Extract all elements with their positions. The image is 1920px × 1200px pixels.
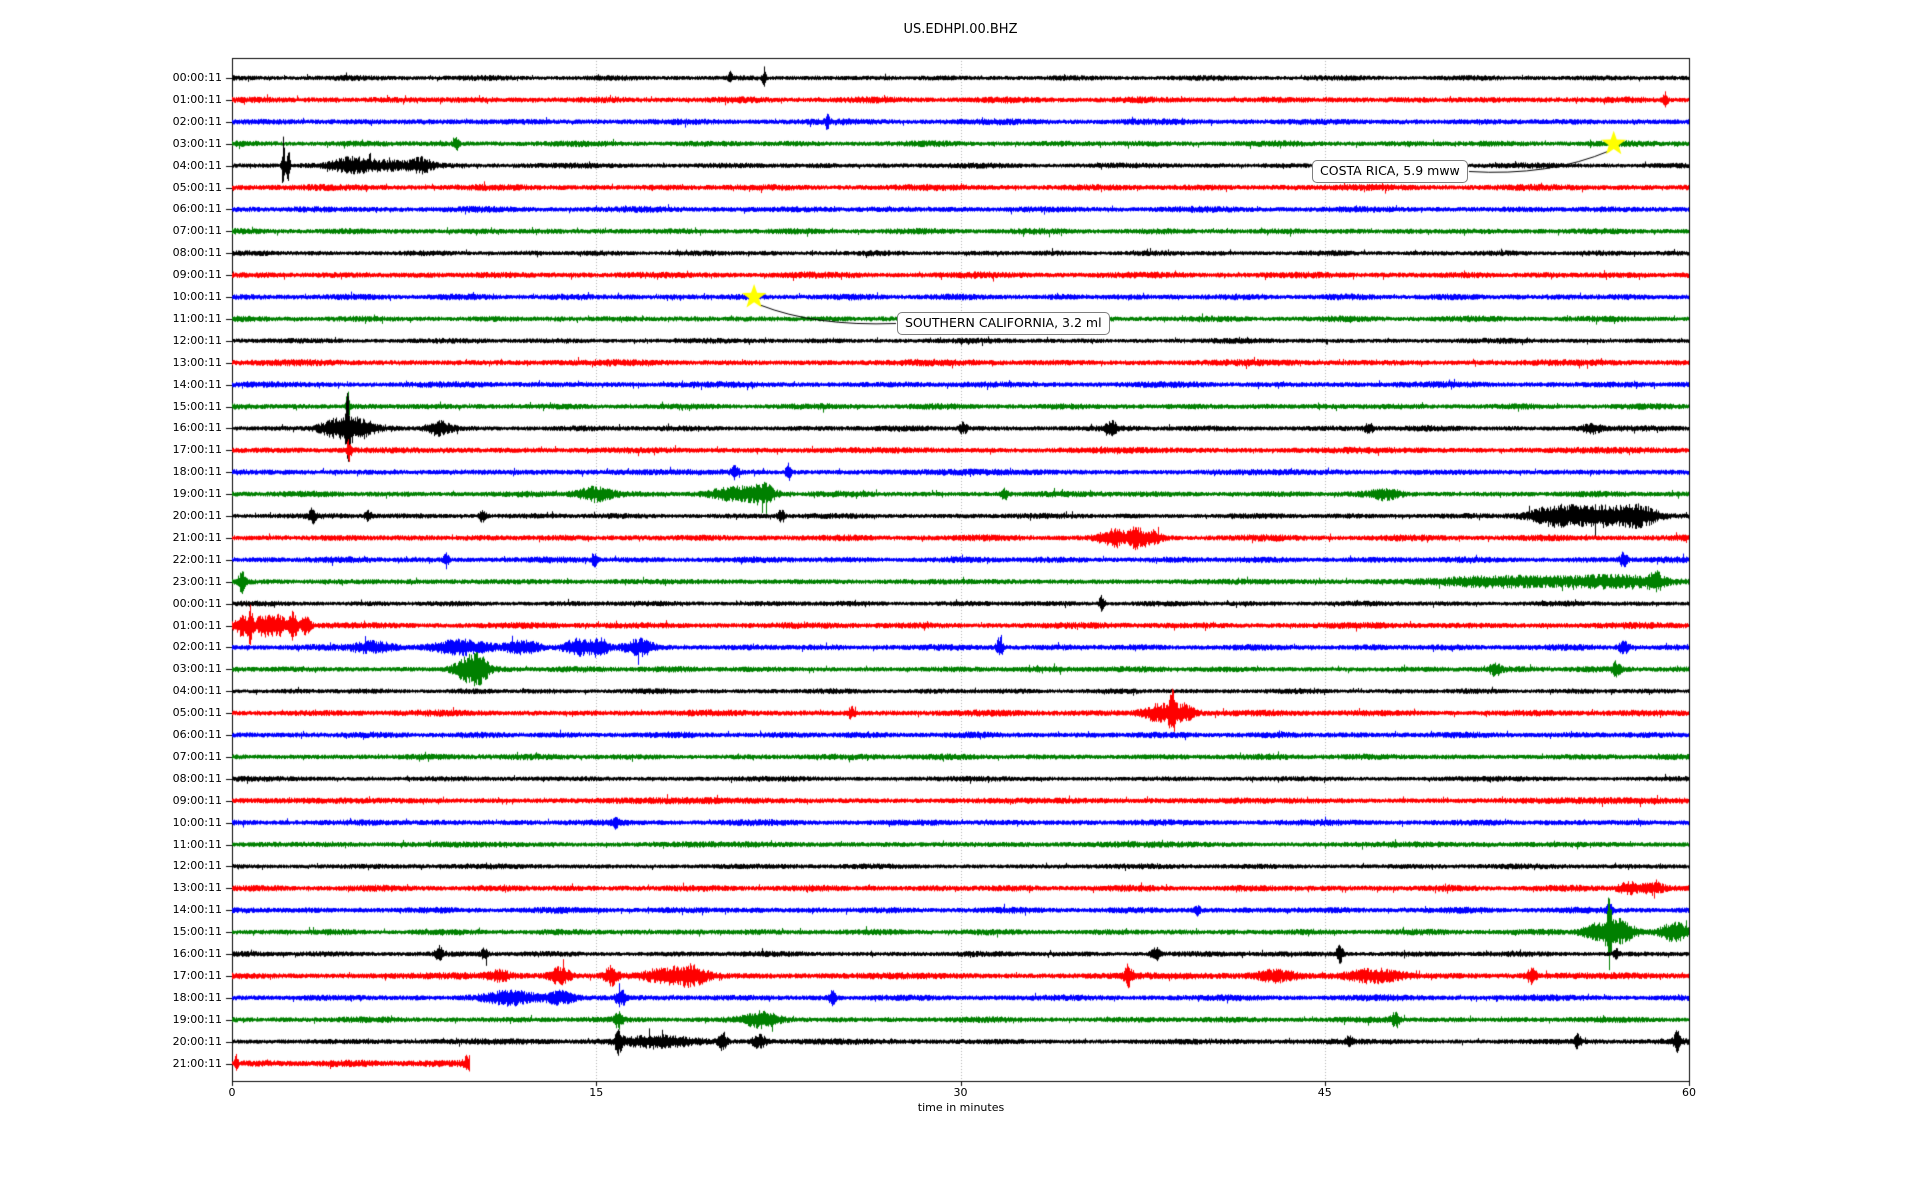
trace-time-label: 12:00:11	[172, 333, 222, 347]
trace-time-label: 03:00:11	[172, 662, 222, 676]
trace-time-label: 15:00:11	[172, 925, 222, 939]
trace-time-label: 20:00:11	[172, 509, 222, 522]
trace-time-label: 02:00:11	[172, 640, 222, 654]
trace-time-label: 21:00:11	[172, 530, 222, 544]
trace-time-label: 21:00:11	[172, 1056, 222, 1070]
chart-title: US.EDHPI.00.BHZ	[903, 22, 1018, 37]
trace-time-label: 00:00:11	[172, 71, 222, 84]
trace-time-label: 19:00:11	[172, 487, 222, 501]
trace-time-label: 05:00:11	[172, 180, 222, 194]
trace-time-label: 01:00:11	[172, 618, 222, 632]
trace-time-label: 12:00:11	[172, 859, 222, 873]
x-tick-label: 30	[953, 1086, 968, 1099]
trace-time-label: 16:00:11	[172, 421, 222, 435]
trace-time-label: 05:00:11	[172, 706, 222, 720]
trace-time-label: 15:00:11	[172, 399, 222, 413]
x-tick-label: 60	[1682, 1086, 1696, 1099]
trace-time-label: 10:00:11	[172, 815, 222, 829]
trace-time-label: 18:00:11	[172, 465, 222, 479]
x-tick-label: 15	[589, 1086, 604, 1099]
trace-time-label: 13:00:11	[172, 355, 222, 369]
trace-time-label: 13:00:11	[172, 881, 222, 895]
trace-time-label: 04:00:11	[172, 684, 222, 698]
trace-time-label: 16:00:11	[172, 947, 222, 960]
trace-time-label: 02:00:11	[172, 114, 222, 128]
trace-time-label: 14:00:11	[172, 903, 222, 917]
trace-time-label: 06:00:11	[172, 728, 222, 741]
trace-time-label: 22:00:11	[172, 552, 222, 566]
trace-time-label: 14:00:11	[172, 377, 222, 391]
trace-time-label: 03:00:11	[172, 136, 222, 150]
trace-time-label: 04:00:11	[172, 158, 222, 172]
trace-time-label: 23:00:11	[172, 574, 222, 588]
x-tick-label: 0	[228, 1086, 236, 1099]
event-annotation-text: SOUTHERN CALIFORNIA, 3.2 ml	[905, 315, 1102, 330]
trace-time-label: 09:00:11	[172, 268, 222, 282]
event-annotation-box: COSTA RICA, 5.9 mww	[1312, 160, 1468, 183]
event-annotation-text: COSTA RICA, 5.9 mww	[1320, 163, 1460, 178]
trace-time-label: 20:00:11	[172, 1034, 222, 1048]
trace-time-label: 07:00:11	[172, 749, 222, 763]
trace-time-label: 07:00:11	[172, 224, 222, 238]
trace-time-label: 08:00:11	[172, 771, 222, 785]
trace-time-label: 18:00:11	[172, 990, 222, 1004]
trace-time-label: 08:00:11	[172, 246, 222, 260]
trace-time-label: 06:00:11	[172, 202, 222, 216]
trace-time-label: 17:00:11	[172, 968, 222, 982]
trace-time-label: 10:00:11	[172, 290, 222, 303]
trace-time-label: 09:00:11	[172, 793, 222, 807]
trace-time-label: 19:00:11	[172, 1012, 222, 1026]
trace-time-label: 00:00:11	[172, 596, 222, 610]
trace-time-label: 11:00:11	[172, 837, 222, 851]
event-annotation-box: SOUTHERN CALIFORNIA, 3.2 ml	[897, 312, 1110, 335]
trace-time-label: 17:00:11	[172, 443, 222, 457]
trace-time-label: 11:00:11	[172, 311, 222, 325]
x-axis-label: time in minutes	[917, 1101, 1005, 1114]
trace-time-label: 01:00:11	[172, 92, 222, 106]
x-tick-label: 45	[1317, 1086, 1332, 1099]
